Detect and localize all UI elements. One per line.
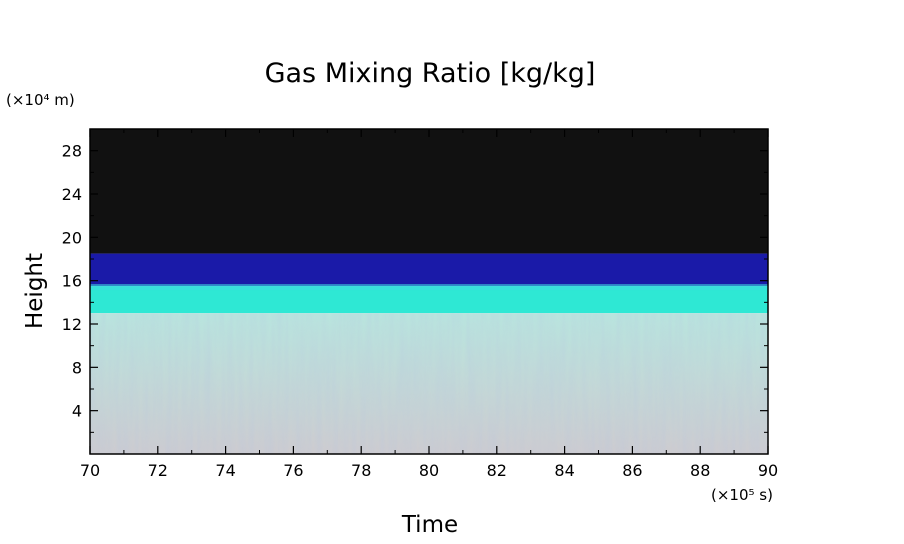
- x-tick-label: 70: [80, 461, 100, 480]
- y-tick-label: 20: [62, 228, 82, 247]
- chart-title: Gas Mixing Ratio [kg/kg]: [265, 58, 596, 89]
- y-tick-label: 12: [62, 315, 82, 334]
- y-tick-label: 28: [62, 142, 82, 161]
- y-axis: 4 8 12 16 20 24 28: [62, 142, 768, 433]
- x-tick-label: 78: [351, 461, 371, 480]
- x-tick-label: 90: [758, 461, 778, 480]
- y-tick-label: 16: [62, 272, 82, 291]
- y-axis-unit: (×10⁴ m): [6, 91, 75, 109]
- band-transition: [90, 284, 768, 291]
- x-tick-label: 80: [419, 461, 439, 480]
- heatmap-band: [90, 286, 768, 314]
- x-tick-label: 74: [215, 461, 235, 480]
- x-tick-label: 82: [487, 461, 507, 480]
- x-tick-label: 72: [148, 461, 168, 480]
- x-tick-label: 88: [690, 461, 710, 480]
- plot-area: [89, 128, 769, 455]
- y-tick-label: 8: [72, 358, 82, 377]
- y-tick-label: 24: [62, 185, 82, 204]
- x-tick-label: 86: [622, 461, 642, 480]
- x-axis-unit: (×10⁵ s): [711, 486, 773, 504]
- y-axis-label: Height: [22, 253, 48, 329]
- x-tick-label: 84: [554, 461, 574, 480]
- heatmap-band: [90, 129, 768, 254]
- y-tick-label: 4: [72, 402, 82, 421]
- x-axis-label: Time: [401, 512, 458, 538]
- x-tick-label: 76: [283, 461, 303, 480]
- heatmap-texture: [90, 313, 768, 454]
- x-axis: 70 72 74 76 78 80 82 84 86 88 90: [80, 129, 778, 480]
- heatmap-band: [90, 253, 768, 287]
